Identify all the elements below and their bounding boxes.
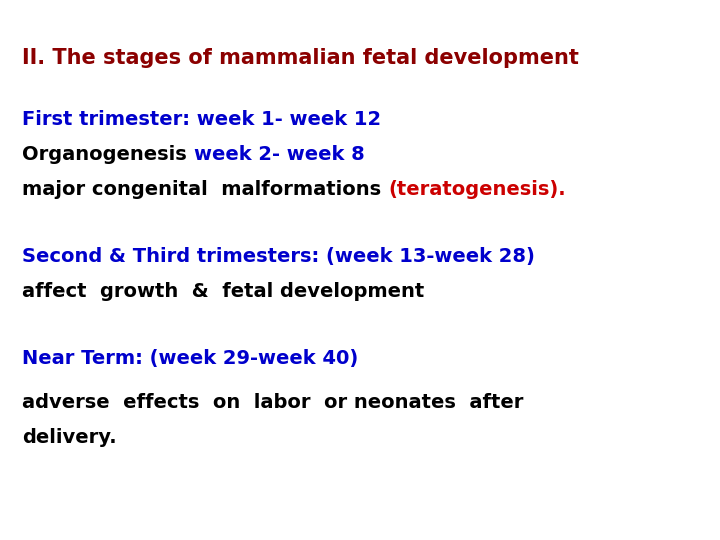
Text: affect  growth  &  fetal development: affect growth & fetal development [22,282,424,301]
Text: adverse  effects  on  labor  or neonates  after: adverse effects on labor or neonates aft… [22,393,523,412]
Text: delivery.: delivery. [22,428,117,447]
Text: First trimester: week 1- week 12: First trimester: week 1- week 12 [22,110,381,129]
Text: Organogenesis: Organogenesis [22,145,194,164]
Text: major congenital  malformations: major congenital malformations [22,180,388,199]
Text: Near Term: (week 29-week 40): Near Term: (week 29-week 40) [22,349,359,368]
Text: week 2- week 8: week 2- week 8 [194,145,364,164]
Text: Second & Third trimesters: (week 13-week 28): Second & Third trimesters: (week 13-week… [22,247,535,266]
Text: II. The stages of mammalian fetal development: II. The stages of mammalian fetal develo… [22,48,579,68]
Text: (teratogenesis).: (teratogenesis). [388,180,565,199]
